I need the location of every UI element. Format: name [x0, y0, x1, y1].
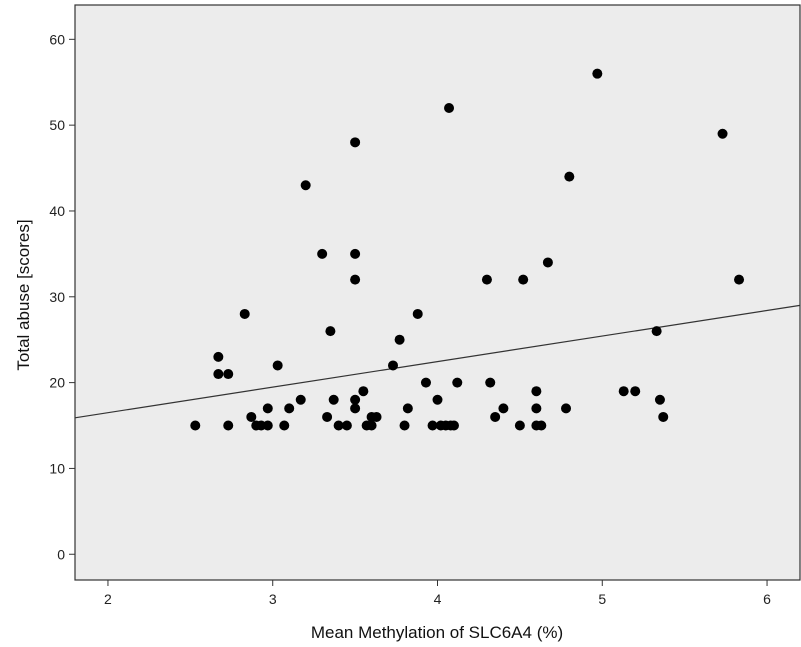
data-point: [481, 274, 492, 285]
data-point: [399, 420, 410, 431]
x-axis: 2 3 4 5 6: [104, 580, 771, 607]
data-point: [542, 257, 553, 268]
data-point: [358, 386, 369, 397]
data-point: [350, 394, 361, 405]
data-point: [734, 274, 745, 285]
data-point: [325, 326, 336, 337]
data-point: [279, 420, 290, 431]
data-point: [498, 403, 509, 414]
data-point: [564, 171, 575, 182]
y-tick-label: 10: [49, 460, 65, 476]
data-point: [518, 274, 529, 285]
y-tick-label: 20: [49, 375, 65, 391]
data-point: [350, 274, 361, 285]
data-point: [388, 360, 399, 371]
data-point: [246, 411, 257, 422]
y-axis: 0 10 20 30 40 50 60: [49, 31, 75, 562]
data-point: [394, 334, 405, 345]
y-tick-label: 30: [49, 289, 65, 305]
y-tick-label: 50: [49, 117, 65, 133]
data-point: [444, 102, 455, 113]
y-tick-label: 60: [49, 31, 65, 47]
plot-area: [74, 4, 801, 581]
data-point: [412, 308, 423, 319]
data-point: [427, 420, 438, 431]
data-point: [300, 180, 311, 191]
data-point: [654, 394, 665, 405]
y-tick-label: 40: [49, 203, 65, 219]
data-point: [213, 351, 224, 362]
y-tick-label: 0: [57, 546, 65, 562]
data-point: [452, 377, 463, 388]
data-point: [432, 394, 443, 405]
data-point: [371, 411, 382, 422]
x-tick-label: 4: [434, 591, 442, 607]
data-point: [350, 403, 361, 414]
data-point: [420, 377, 431, 388]
data-point: [717, 128, 728, 139]
data-point: [350, 248, 361, 259]
data-point: [536, 420, 547, 431]
x-tick-label: 6: [763, 591, 771, 607]
x-tick-label: 3: [269, 591, 277, 607]
data-point: [341, 420, 352, 431]
data-point: [618, 386, 629, 397]
data-point: [448, 420, 459, 431]
data-point: [333, 420, 344, 431]
data-point: [490, 411, 501, 422]
data-point: [262, 420, 273, 431]
data-points: [190, 68, 745, 431]
data-point: [561, 403, 572, 414]
data-point: [272, 360, 283, 371]
data-point: [350, 137, 361, 148]
x-tick-label: 5: [598, 591, 606, 607]
data-point: [284, 403, 295, 414]
data-point: [485, 377, 496, 388]
data-point: [295, 394, 306, 405]
regression-line: [74, 304, 801, 419]
data-point: [262, 403, 273, 414]
data-point: [531, 386, 542, 397]
data-point: [514, 420, 525, 431]
data-point: [531, 403, 542, 414]
x-tick-label: 2: [104, 591, 112, 607]
data-point: [366, 420, 377, 431]
data-point: [223, 420, 234, 431]
data-point: [328, 394, 339, 405]
data-point: [592, 68, 603, 79]
data-point: [239, 308, 250, 319]
data-point: [322, 411, 333, 422]
data-point: [402, 403, 413, 414]
data-point: [213, 369, 224, 380]
data-point: [223, 369, 234, 380]
data-point: [190, 420, 201, 431]
data-point: [651, 326, 662, 337]
data-point: [630, 386, 641, 397]
y-axis-title: Total abuse [scores]: [14, 219, 33, 370]
data-point: [317, 248, 328, 259]
data-point: [658, 411, 669, 422]
x-axis-title: Mean Methylation of SLC6A4 (%): [311, 623, 563, 642]
